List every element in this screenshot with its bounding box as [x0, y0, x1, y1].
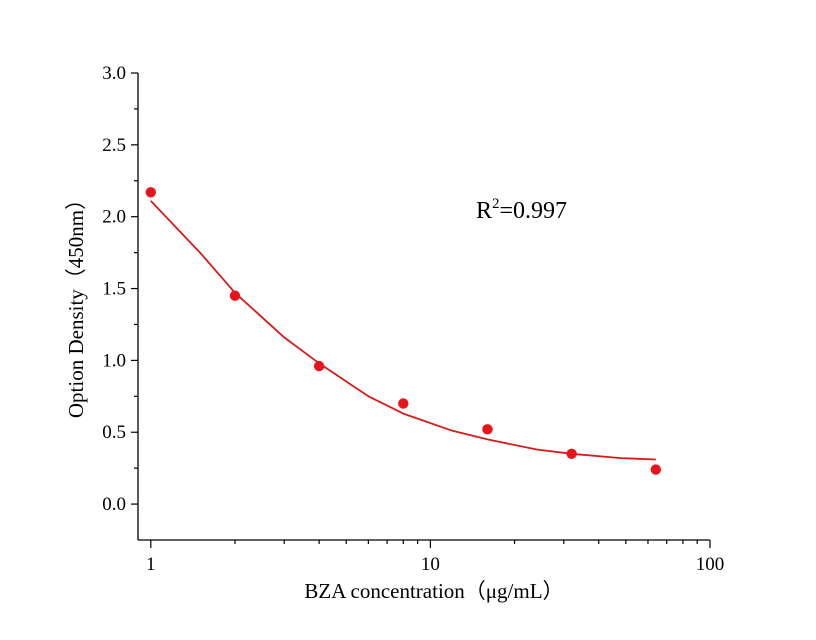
r-squared-base: R	[476, 198, 492, 224]
data-point	[650, 464, 662, 475]
x-axis-title: BZA concentration（μg/mL）	[304, 579, 563, 603]
data-point	[398, 398, 409, 409]
r-squared-superscript: 2	[492, 196, 500, 212]
data-point	[313, 360, 325, 372]
r-squared-value: =0.997	[500, 198, 568, 224]
tick-labels: 0.0 0.5 1.0 1.5 2.0 2.5 3.0 1 10 100	[102, 63, 724, 575]
y-axis-title: Option Density（450nm）	[64, 189, 88, 418]
r-squared-annotation: R2=0.997	[476, 196, 567, 224]
ticks	[131, 72, 711, 548]
x-tick-label: 10	[421, 554, 440, 575]
y-tick-label: 0.5	[102, 422, 126, 443]
y-tick-label: 1.0	[102, 350, 126, 371]
y-tick-label: 3.0	[102, 63, 126, 84]
y-tick-label: 2.0	[102, 207, 126, 228]
x-tick-label: 1	[146, 554, 156, 575]
data-point	[145, 187, 156, 198]
data-point	[566, 448, 577, 459]
axes	[137, 73, 710, 541]
y-tick-label: 2.5	[102, 135, 126, 156]
series	[145, 187, 662, 475]
y-tick-label: 0.0	[102, 494, 126, 515]
fit-curve	[150, 200, 656, 461]
data-point	[229, 290, 241, 301]
y-tick-label: 1.5	[102, 279, 126, 300]
data-point	[482, 424, 493, 435]
x-tick-label: 100	[696, 554, 725, 575]
